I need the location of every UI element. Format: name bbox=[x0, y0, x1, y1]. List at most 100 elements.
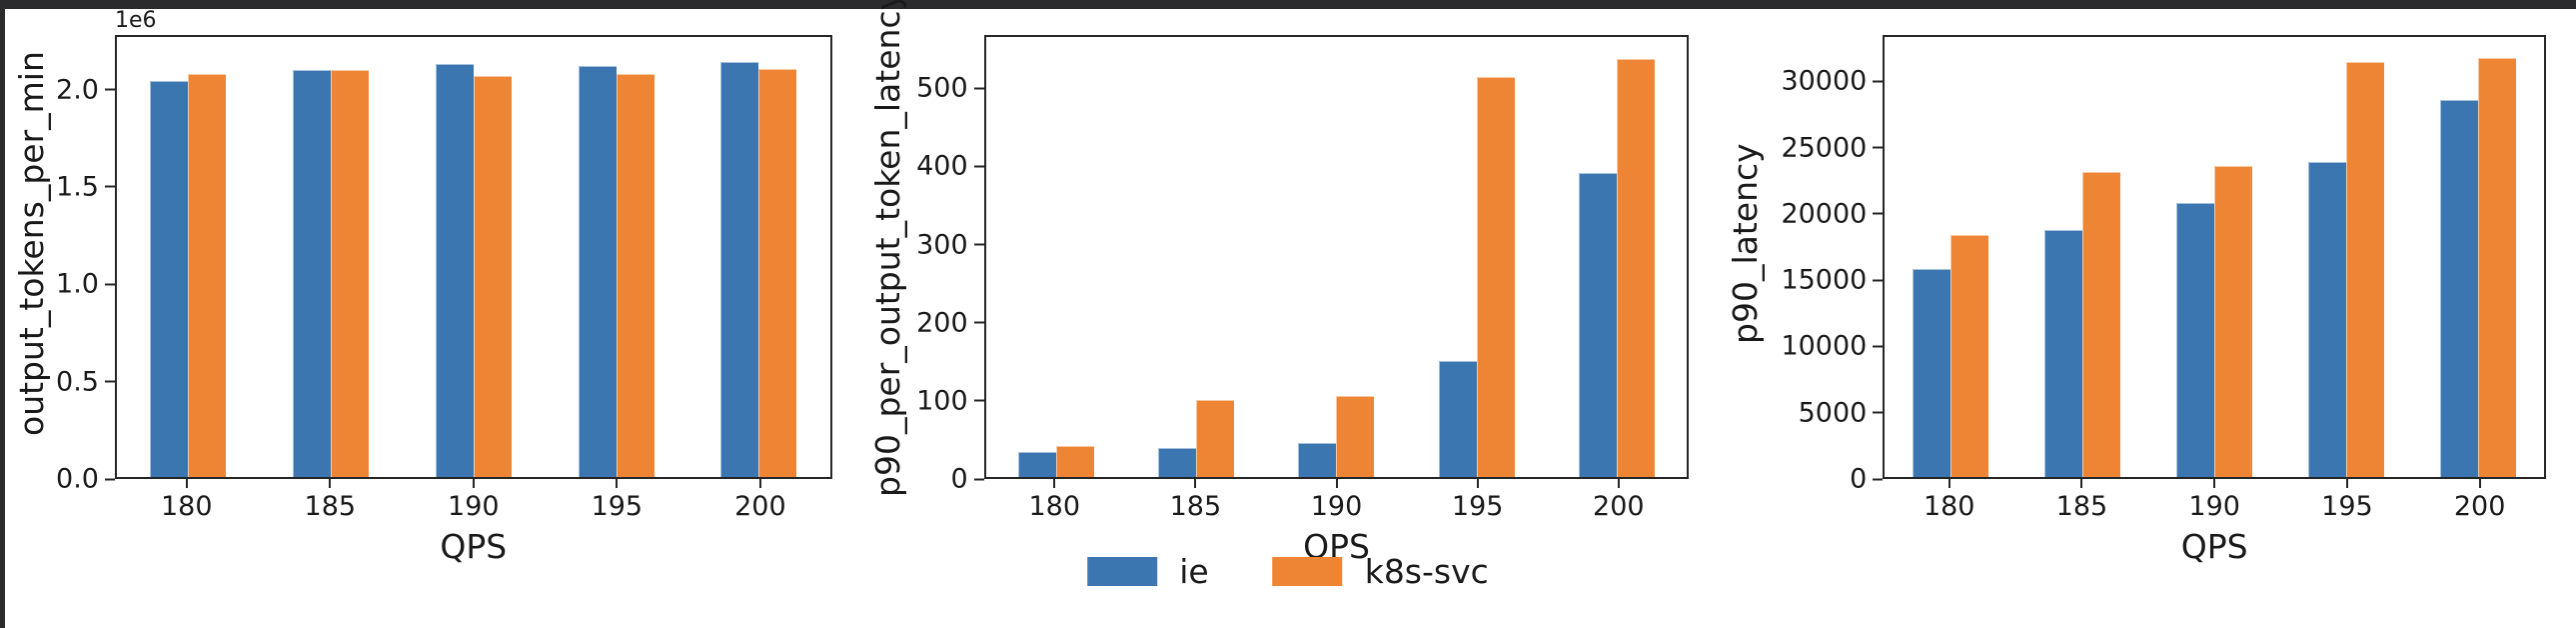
y-axis-ticks: 0 5000 10000 15000 20000 25000 30000 bbox=[1771, 35, 1884, 495]
x-tick-label: 200 bbox=[2453, 491, 2506, 522]
y-tick-1.5: 1.5 bbox=[56, 171, 115, 202]
y-tick-400: 400 bbox=[916, 151, 984, 182]
bar-ie-195 bbox=[1438, 360, 1477, 477]
y-tick-mark bbox=[973, 165, 984, 168]
bar-group-195 bbox=[545, 37, 687, 477]
bar-ie-185 bbox=[293, 69, 332, 477]
y-tick-500: 500 bbox=[916, 73, 984, 104]
bar-ie-185 bbox=[2044, 230, 2083, 477]
bar-group-180 bbox=[986, 37, 1126, 477]
x-tick-190: 190 bbox=[2148, 479, 2281, 525]
bar-k8s-svc-185 bbox=[331, 69, 370, 477]
bar-ie-200 bbox=[720, 62, 759, 477]
y-tick-15000: 15000 bbox=[1781, 265, 1884, 296]
x-tick-200: 200 bbox=[1548, 479, 1689, 525]
y-tick-mark bbox=[973, 87, 984, 90]
y-axis-offset-text: 1e6 bbox=[115, 8, 157, 33]
x-tick-mark bbox=[329, 479, 332, 488]
x-tick-label: 190 bbox=[1310, 491, 1363, 522]
bar-group-195 bbox=[2280, 37, 2412, 477]
bar-group-200 bbox=[1547, 37, 1687, 477]
x-tick-label: 195 bbox=[591, 491, 644, 522]
bar-k8s-svc-195 bbox=[1476, 76, 1515, 477]
y-tick-label: 30000 bbox=[1781, 65, 1868, 97]
x-tick-185: 185 bbox=[259, 479, 403, 525]
bar-ie-185 bbox=[1158, 447, 1197, 477]
x-tick-label: 180 bbox=[1028, 491, 1081, 522]
bar-k8s-svc-195 bbox=[2346, 61, 2385, 477]
y-tick-label: 0 bbox=[950, 463, 968, 495]
legend: ie k8s-svc bbox=[1087, 552, 1489, 591]
x-tick-mark bbox=[1617, 479, 1620, 488]
x-tick-mark bbox=[1194, 479, 1197, 488]
bar-k8s-svc-200 bbox=[2478, 58, 2517, 477]
y-tick-mark bbox=[1873, 80, 1884, 83]
y-tick-label: 1.5 bbox=[56, 171, 99, 203]
bar-group-195 bbox=[1407, 37, 1547, 477]
bar-group-190 bbox=[402, 37, 545, 477]
bar-k8s-svc-180 bbox=[188, 73, 227, 477]
bar-group-200 bbox=[687, 37, 830, 477]
x-tick-mark bbox=[1476, 479, 1479, 488]
y-axis-ticks: 0 100 200 300 400 500 bbox=[914, 35, 984, 495]
x-axis-ticks: 180 185 190 195 200 bbox=[1883, 479, 2546, 525]
y-tick-label: 2.0 bbox=[56, 74, 99, 106]
y-tick-label: 500 bbox=[916, 72, 968, 104]
bar-ie-200 bbox=[1579, 172, 1618, 477]
y-tick-label: 0 bbox=[1850, 463, 1868, 495]
y-tick-5000: 5000 bbox=[1799, 397, 1884, 428]
plot-area bbox=[983, 35, 1690, 479]
y-tick-label: 0.5 bbox=[56, 366, 99, 398]
bar-group-180 bbox=[117, 37, 260, 477]
y-tick-label: 25000 bbox=[1781, 132, 1868, 164]
y-tick-mark bbox=[973, 478, 984, 480]
x-tick-label: 185 bbox=[2055, 491, 2108, 522]
y-tick-0.5: 0.5 bbox=[56, 366, 115, 397]
y-tick-30000: 30000 bbox=[1781, 65, 1884, 97]
y-tick-10000: 10000 bbox=[1781, 331, 1884, 362]
bar-group-180 bbox=[1885, 37, 2016, 477]
x-tick-mark bbox=[1947, 479, 1950, 488]
x-tick-label: 185 bbox=[1169, 491, 1222, 522]
bar-group-200 bbox=[2412, 37, 2544, 477]
y-tick-300: 300 bbox=[916, 229, 984, 260]
y-axis-label: p90_per_output_token_latency bbox=[868, 0, 908, 498]
y-tick-label: 100 bbox=[916, 385, 968, 417]
x-tick-185: 185 bbox=[2015, 479, 2148, 525]
x-axis-ticks: 180 185 190 195 200 bbox=[984, 479, 1690, 525]
bar-k8s-svc-180 bbox=[1950, 235, 1989, 477]
y-tick-mark bbox=[973, 399, 984, 402]
bar-k8s-svc-185 bbox=[2082, 172, 2121, 477]
bar-ie-200 bbox=[2440, 100, 2479, 477]
x-tick-label: 190 bbox=[2188, 491, 2240, 522]
legend-item-ie: ie bbox=[1087, 552, 1209, 591]
x-tick-195: 195 bbox=[1407, 479, 1548, 525]
x-axis-label: QPS bbox=[440, 527, 508, 566]
bar-k8s-svc-190 bbox=[473, 75, 512, 477]
bar-k8s-svc-200 bbox=[1617, 58, 1656, 477]
x-tick-label: 195 bbox=[2321, 491, 2373, 522]
y-tick-mark bbox=[1873, 212, 1884, 215]
bar-group-190 bbox=[2148, 37, 2280, 477]
legend-swatch-ie bbox=[1087, 557, 1158, 586]
x-tick-mark bbox=[2213, 479, 2216, 488]
y-tick-label: 300 bbox=[916, 229, 968, 260]
chart-p90-per-output-token-latency: p90_per_output_token_latency 0 100 200 300 4… bbox=[862, 0, 1720, 628]
bar-k8s-svc-180 bbox=[1055, 446, 1094, 477]
bar-group-185 bbox=[1126, 37, 1266, 477]
bar-ie-190 bbox=[2176, 202, 2215, 477]
y-tick-label: 200 bbox=[916, 307, 968, 339]
y-tick-200: 200 bbox=[916, 307, 984, 338]
bar-k8s-svc-190 bbox=[1336, 396, 1375, 477]
plot-area bbox=[115, 35, 832, 479]
y-tick-2.0: 2.0 bbox=[56, 74, 115, 105]
legend-label-ie: ie bbox=[1179, 552, 1209, 591]
bar-ie-190 bbox=[1298, 442, 1337, 477]
bar-ie-195 bbox=[2308, 161, 2347, 477]
y-tick-mark bbox=[1873, 345, 1884, 348]
bar-group-185 bbox=[2016, 37, 2148, 477]
legend-label-k8s-svc: k8s-svc bbox=[1364, 552, 1489, 591]
x-tick-185: 185 bbox=[1125, 479, 1266, 525]
y-tick-mark bbox=[105, 478, 115, 480]
y-tick-1.0: 1.0 bbox=[56, 269, 115, 300]
